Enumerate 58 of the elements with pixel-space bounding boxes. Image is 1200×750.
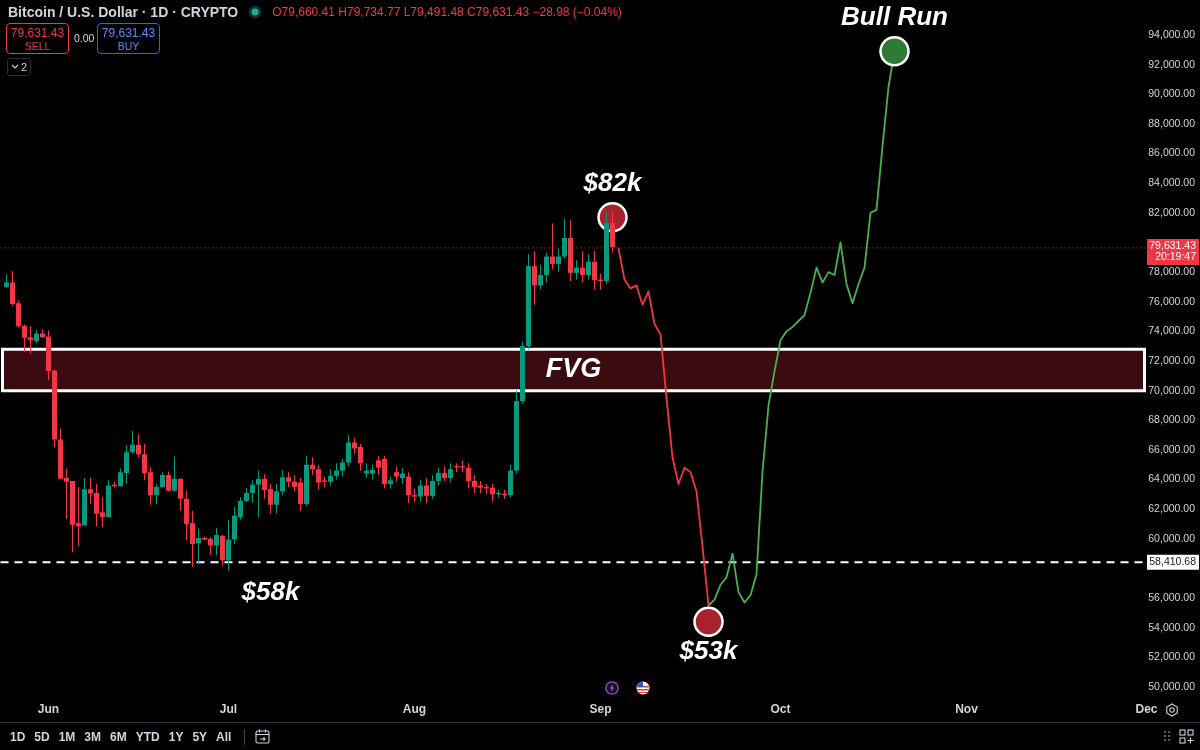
annotation: 0.00 [74, 32, 95, 44]
text: 5D [34, 730, 50, 744]
y-tick-label: 90,000.00 [1148, 87, 1196, 100]
candlestick [412, 488, 417, 502]
point [879, 36, 910, 67]
y-tick-label: 72,000.00 [1148, 353, 1196, 366]
x-tick-label: Nov [955, 701, 979, 716]
y-tick-label: 78,000.00 [1148, 264, 1196, 277]
ref-line-label: 79,631.43 20:19:47 [1149, 239, 1197, 263]
x-tick-label: Sep [589, 701, 612, 716]
annotation: $53k [678, 634, 739, 665]
annotation: 79,631.43 [10, 26, 65, 40]
y-tick-label: 68,000.00 [1148, 413, 1196, 426]
y-tick-label: 82,000.00 [1148, 205, 1196, 218]
y-tick-label: 74,000.00 [1148, 324, 1196, 337]
y-tick-label: 88,000.00 [1148, 116, 1196, 129]
x-tick-label: Dec [1135, 701, 1158, 716]
buy-button: 79,631.43 BUY [97, 23, 160, 54]
y-tick-label: 76,000.00 [1148, 294, 1196, 307]
text: 1M [58, 730, 76, 744]
text: All [216, 730, 232, 744]
y-tick-label: 52,000.00 [1148, 650, 1196, 663]
x-tick-label: Aug [402, 701, 427, 716]
ref-line-label: 58,410.68 [1149, 555, 1197, 568]
annotation: 79,631.43 [101, 26, 156, 40]
y-tick-label: 86,000.00 [1148, 146, 1196, 159]
annotation: 2 [21, 60, 28, 75]
y-tick-label: 84,000.00 [1148, 176, 1196, 189]
chart-subtitle: O79,660.41 H79,734.77 L79,491.48 C79,631.43 −28.98 (−0.04%) [272, 5, 622, 19]
y-tick-label: 70,000.00 [1148, 383, 1196, 396]
y-tick-label: 60,000.00 [1148, 531, 1196, 544]
x-tick-label: Jun [37, 701, 60, 716]
band-label: FVG [545, 353, 602, 384]
y-tick-label: 56,000.00 [1148, 590, 1196, 603]
text: 6M [110, 730, 127, 744]
collapse-button: 2 [7, 58, 31, 76]
text: 1D [10, 730, 26, 744]
text: YTD [135, 730, 160, 744]
text: 5Y [192, 730, 208, 744]
y-tick-label: 62,000.00 [1148, 502, 1196, 515]
y-tick-label: 92,000.00 [1148, 57, 1196, 70]
text: 3M [84, 730, 102, 744]
sell-button: 79,631.43 SELL [6, 23, 69, 54]
point [693, 606, 724, 638]
chart-title: Bitcoin / U.S. Dollar · 1D · CRYPTO [8, 4, 239, 20]
y-tick-label: 94,000.00 [1148, 27, 1196, 40]
annotation: $82k [582, 167, 643, 198]
y-tick-label: 64,000.00 [1148, 472, 1196, 485]
annotation: SELL [24, 40, 51, 52]
x-tick-label: Oct [770, 701, 791, 716]
y-tick-label: 50,000.00 [1148, 679, 1196, 692]
text: 1Y [168, 730, 184, 744]
y-tick-label: 66,000.00 [1148, 442, 1196, 455]
x-tick-label: Jul [219, 701, 238, 716]
annotation: BUY [117, 40, 140, 52]
annotation: $58k [240, 575, 301, 606]
annotation: Bull Run [841, 1, 948, 32]
y-tick-label: 54,000.00 [1148, 620, 1196, 633]
